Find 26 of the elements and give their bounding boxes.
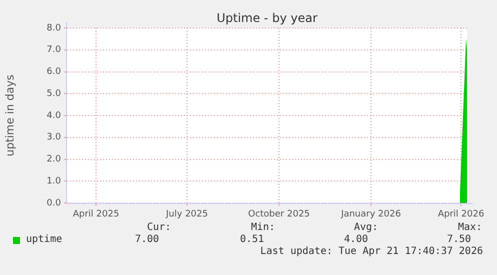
text: 0.51 bbox=[240, 234, 264, 245]
y-tick-label: 7.0 bbox=[46, 45, 62, 56]
text: Last update: Tue Apr 21 17:40:37 2026 bbox=[260, 246, 483, 257]
text: Avg: bbox=[354, 222, 378, 233]
x-tick-label: April 2025 bbox=[72, 210, 120, 220]
y-tick-label: 4.0 bbox=[46, 110, 62, 121]
chart-title: Uptime - by year bbox=[216, 11, 318, 25]
x-tick-label: July 2025 bbox=[165, 210, 208, 220]
text: Min: bbox=[250, 222, 276, 233]
legend-label: uptime bbox=[26, 234, 62, 245]
y-tick-label: 3.0 bbox=[46, 132, 62, 143]
y-axis-title: uptime in days bbox=[3, 74, 16, 156]
y-tick-label: 8.0 bbox=[46, 23, 62, 34]
y-tick-label: 5.0 bbox=[46, 88, 62, 99]
text: Cur: bbox=[146, 222, 172, 233]
y-tick-label: 6.0 bbox=[46, 67, 62, 78]
y-tick-label: 2.0 bbox=[46, 154, 62, 165]
x-tick-label: October 2025 bbox=[248, 210, 310, 220]
text: 7.50 bbox=[446, 234, 472, 245]
y-tick-label: 0.0 bbox=[46, 198, 62, 208]
text: Max: bbox=[458, 222, 482, 233]
text: 4.00 bbox=[344, 234, 368, 245]
text: 7.00 bbox=[134, 234, 160, 245]
x-tick-label: April 2026 bbox=[438, 210, 484, 220]
x-tick-label: January 2026 bbox=[340, 210, 402, 220]
y-tick-label: 1.0 bbox=[46, 176, 62, 186]
